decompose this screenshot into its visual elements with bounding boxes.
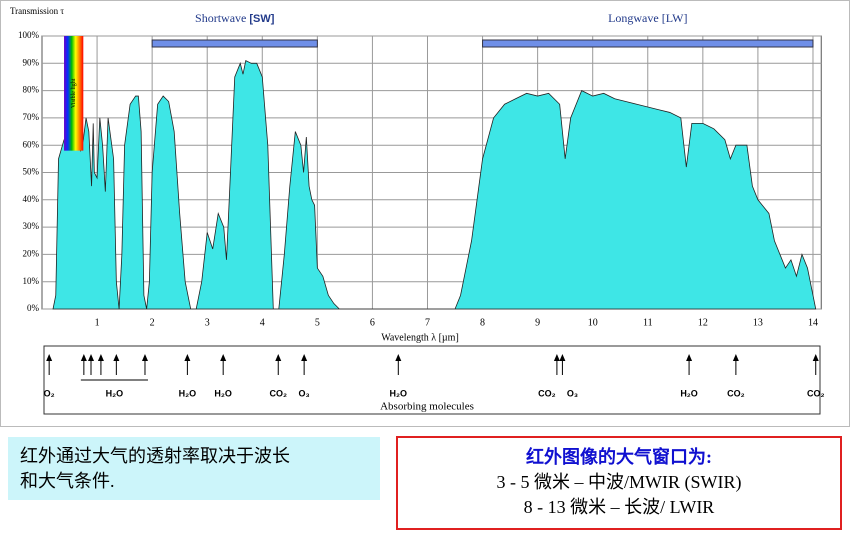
band-label: Longwave [LW] [608,11,687,25]
arrow-head [301,354,308,361]
arrow-head [395,354,402,361]
absorber-panel [43,345,821,415]
absorber-label: O₃ [299,388,310,398]
arrow-head [812,354,819,361]
absorber-label: CO₂ [807,388,825,398]
band-label: Shortwave [SW] [195,11,275,25]
band-label-text: Longwave [LW] [608,11,687,25]
band-bar [151,39,318,48]
note-line: 8 - 13 微米 – 长波/ LWIR [523,497,715,517]
band-bar [482,39,814,48]
x-tick-label: 4 [260,317,265,328]
arrow-head [553,354,560,361]
absorber-label: H₂O [179,388,197,398]
visible-band [64,36,84,151]
transmission-area [52,59,817,310]
arrow-head [97,354,104,361]
left-note: 红外通过大气的透射率取决于波长 和大气条件. [8,437,380,500]
absorber-label: H₂O [680,388,698,398]
absorber-label: CO₂ [727,388,745,398]
y-tick-label: 90% [23,57,40,67]
arrow-head [275,354,282,361]
note-title: 红外图像的大气窗口为: [526,447,712,467]
x-tick-label: 7 [425,317,430,328]
x-tick-label: 2 [150,317,155,328]
y-axis-label: Transmission τ [10,6,64,16]
x-axis-label: Wavelength λ [µm] [381,332,459,343]
x-tick-label: 9 [535,317,540,328]
x-tick-label: 3 [205,317,210,328]
arrow-head [184,354,191,361]
y-tick-label: 100% [18,30,40,40]
note-line: 红外通过大气的透射率取决于波长 [20,446,290,466]
arrow-head [559,354,566,361]
band-label-bold: [SW] [249,13,274,25]
x-tick-label: 10 [588,317,598,328]
x-tick-label: 5 [315,317,320,328]
y-tick-label: 20% [23,248,40,258]
absorber-label: H₂O [214,388,232,398]
x-tick-label: 1 [95,317,100,328]
arrow-head [80,354,87,361]
y-tick-label: 70% [23,112,40,122]
x-tick-label: 12 [698,317,708,328]
absorber-label: O₂ [44,388,55,398]
absorber-label: H₂O [390,388,408,398]
arrow-head [113,354,120,361]
x-tick-label: 13 [753,317,763,328]
arrow-head [88,354,95,361]
absorber-label: O₃ [567,388,578,398]
arrow-head [220,354,227,361]
arrow-head [46,354,53,361]
arrow-head [141,354,148,361]
y-tick-label: 10% [23,276,40,286]
absorber-label: CO₂ [270,388,288,398]
chart: Transmission τ 0% 10% 20% 30% 40% 50% 60% 70% 80… [0,0,850,427]
arrow-head [686,354,693,361]
right-note: 红外图像的大气窗口为: 3 - 5 微米 – 中波/MWIR (SWIR) 8 … [396,436,842,530]
y-tick-label: 30% [23,221,40,231]
band-label-text: Shortwave [195,11,246,25]
absorber-title: Absorbing molecules [380,401,474,413]
y-tick-label: 60% [23,139,40,149]
arrow-head [732,354,739,361]
note-line: 3 - 5 微米 – 中波/MWIR (SWIR) [496,472,742,492]
x-tick-label: 6 [370,317,375,328]
absorber-label: H₂O [106,388,124,398]
y-tick-label: 50% [23,167,40,177]
y-tick-label: 0% [27,303,40,313]
x-tick-label: 8 [480,317,485,328]
y-tick-label: 80% [23,85,40,95]
x-tick-label: 11 [643,317,653,328]
y-tick-label: 40% [23,194,40,204]
x-tick-label: 14 [808,317,818,328]
note-line: 和大气条件. [20,471,115,491]
visible-label: Visible light [71,78,77,108]
absorber-label: CO₂ [538,388,556,398]
